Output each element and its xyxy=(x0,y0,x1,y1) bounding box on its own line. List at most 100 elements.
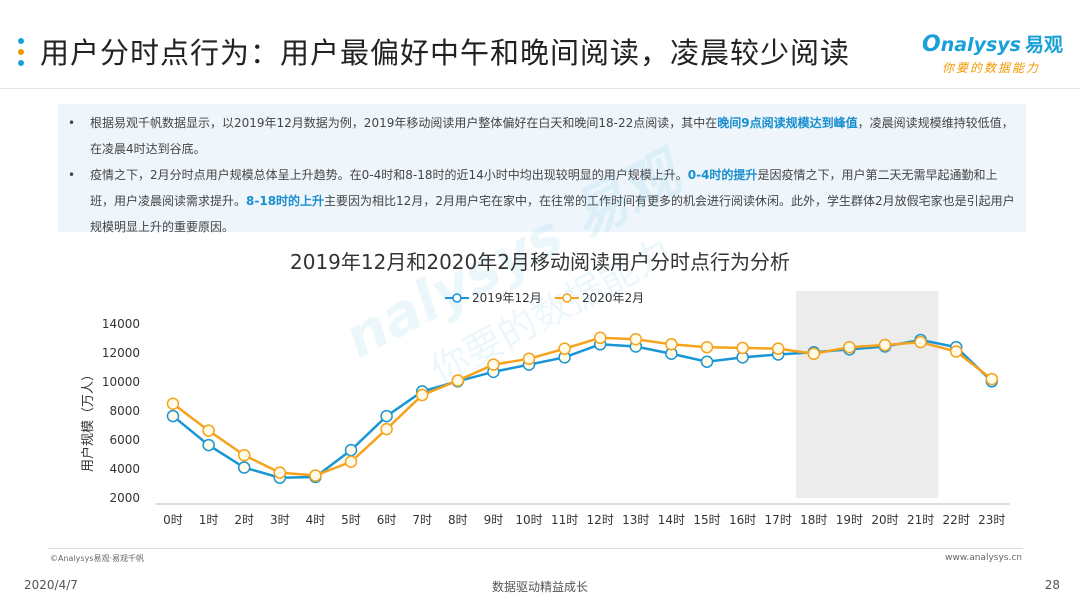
data-point xyxy=(202,438,215,452)
x-tick-label: 5时 xyxy=(341,513,361,527)
legend-marker xyxy=(452,293,462,303)
summary-2-highlight-a: 0-4时的提升 xyxy=(687,168,758,182)
x-tick-label: 4时 xyxy=(306,513,326,527)
logo-cn: 易观 xyxy=(1024,34,1063,56)
x-tick-label: 10时 xyxy=(515,513,542,527)
y-tick-label: 2000 xyxy=(109,491,140,505)
y-tick-label: 8000 xyxy=(109,404,140,418)
copyright: ©Analysys易观·易观千帆 xyxy=(50,554,145,563)
data-point xyxy=(878,338,892,352)
data-point xyxy=(914,335,927,349)
y-tick-label: 10000 xyxy=(102,375,140,389)
legend-item-1: 2019年12月 xyxy=(445,291,542,305)
data-point xyxy=(166,397,180,410)
data-point xyxy=(237,448,251,462)
y-tick-label: 14000 xyxy=(102,317,140,331)
chart-legend: 2019年12月 2020年2月 xyxy=(445,291,644,305)
summary-2-text-a: 疫情之下，2月分时点用户规模总体呈上升趋势。在0-4时和8-18时的近14小时中… xyxy=(90,168,688,182)
footer-divider xyxy=(48,548,1023,549)
highlight-layer xyxy=(796,291,939,498)
summary-bullet-2: 疫情之下，2月分时点用户规模总体呈上升趋势。在0-4时和8-18时的近14小时中… xyxy=(68,162,1016,240)
data-point xyxy=(309,469,322,482)
x-tick-label: 2时 xyxy=(234,513,254,527)
series-layer xyxy=(166,331,999,484)
x-tick-label: 7时 xyxy=(412,513,432,527)
x-tick-label: 21时 xyxy=(907,513,934,527)
y-axis-label: 用户规模（万人） xyxy=(80,368,96,472)
x-tick-label: 3时 xyxy=(270,513,290,527)
y-tick-label: 12000 xyxy=(102,346,140,360)
chart-title: 2019年12月和2020年2月移动阅读用户分时点行为分析 xyxy=(290,250,790,274)
data-point xyxy=(736,341,749,355)
highlight-band xyxy=(796,291,939,498)
x-tick-label: 9时 xyxy=(484,513,504,527)
x-tick-label: 8时 xyxy=(448,513,468,527)
data-point xyxy=(593,331,607,345)
data-point xyxy=(487,358,500,371)
y-tick-label: 4000 xyxy=(109,462,140,476)
x-tick-label: 0时 xyxy=(163,513,183,527)
x-tick-label: 17时 xyxy=(765,513,792,527)
x-tick-label: 16时 xyxy=(729,513,756,527)
data-point xyxy=(273,466,287,479)
logo-text: nalysys xyxy=(940,34,1021,56)
data-point xyxy=(558,342,571,355)
x-tick-label: 12时 xyxy=(587,513,614,527)
summary-2-text-b: 是因疫情之下，用户第二天无需早起通勤和上班，用户凌晨阅读需求提升。 xyxy=(90,168,998,208)
data-point xyxy=(344,455,358,468)
data-point xyxy=(166,409,180,423)
summary-2-highlight-b: 8-18时的上升 xyxy=(246,194,325,208)
data-point xyxy=(451,374,465,387)
x-tick-label: 1时 xyxy=(199,513,219,527)
summary-1-text-b: ，凌晨阅读规模维持较低值，在凌晨4时达到谷底。 xyxy=(90,116,1014,156)
data-point xyxy=(344,443,358,457)
summary-box: 根据易观千帆数据显示，以2019年12月数据为例，2019年移动阅读用户整体偏好… xyxy=(58,104,1026,234)
legend-marker xyxy=(562,293,572,303)
data-point xyxy=(415,388,429,402)
data-point xyxy=(629,332,643,346)
x-tick-label: 18时 xyxy=(800,513,827,527)
legend-label: 2019年12月 xyxy=(472,291,542,305)
data-point xyxy=(700,340,714,354)
x-tick-label: 15时 xyxy=(693,513,720,527)
x-tick-label: 6时 xyxy=(377,513,397,527)
y-axis-ticks: 2000 4000 6000 8000 10000 12000 14000 xyxy=(102,317,140,505)
data-point xyxy=(985,372,999,386)
data-point xyxy=(665,338,678,351)
x-tick-label: 20时 xyxy=(871,513,898,527)
data-point xyxy=(700,355,714,368)
line-chart: 2019年12月 2020年2月 用户规模（万人） 2000 4000 6000 800… xyxy=(80,291,1010,527)
data-point xyxy=(949,345,963,358)
data-point xyxy=(843,340,856,354)
page-title: 用户分时点行为：用户最偏好中午和晚间阅读，凌晨较少阅读 xyxy=(40,36,851,70)
summary-bullet-1: 根据易观千帆数据显示，以2019年12月数据为例，2019年移动阅读用户整体偏好… xyxy=(68,110,1016,162)
y-tick-label: 6000 xyxy=(109,433,140,447)
data-point xyxy=(380,409,393,423)
title-divider xyxy=(0,88,1080,89)
summary-2-text-c: 主要因为相比12月，2月用户宅在家中，在往常的工作时间有更多的机会进行阅读休闲。… xyxy=(90,194,1015,234)
x-tick-label: 23时 xyxy=(978,513,1005,527)
data-point xyxy=(202,424,215,437)
x-tick-label: 11时 xyxy=(551,513,578,527)
analysys-logo: Onalysys 易观 你要的数据能力 xyxy=(922,30,1063,75)
data-point xyxy=(237,461,251,474)
page-number: 28 xyxy=(1044,578,1060,592)
x-axis-ticks: 0时 1时 2时 3时 4时 5时 6时 7时 8时 9时 10时 11时 12时 13时 14时 15时 16… xyxy=(163,513,1005,527)
x-tick-label: 14时 xyxy=(658,513,685,527)
x-tick-label: 22时 xyxy=(943,513,970,527)
legend-item-2: 2020年2月 xyxy=(555,291,644,305)
logo-main: Onalysys 易观 xyxy=(922,30,1063,57)
x-tick-label: 19时 xyxy=(836,513,863,527)
website-url: www.analysys.cn xyxy=(945,553,1022,563)
summary-list: 根据易观千帆数据显示，以2019年12月数据为例，2019年移动阅读用户整体偏好… xyxy=(58,104,1026,240)
summary-1-text-a: 根据易观千帆数据显示，以2019年12月数据为例，2019年移动阅读用户整体偏好… xyxy=(90,116,718,130)
slogan: 数据驱动精益成长 xyxy=(491,580,588,594)
legend-label: 2020年2月 xyxy=(582,291,644,305)
x-tick-label: 13时 xyxy=(622,513,649,527)
logo-o-mark: O xyxy=(922,32,941,57)
data-point xyxy=(522,352,536,366)
title-dot-3 xyxy=(18,60,24,66)
report-date: 2020/4/7 xyxy=(24,578,78,592)
summary-1-highlight: 晚间9点阅读规模达到峰值 xyxy=(717,116,858,130)
title-dot-2 xyxy=(18,49,24,55)
